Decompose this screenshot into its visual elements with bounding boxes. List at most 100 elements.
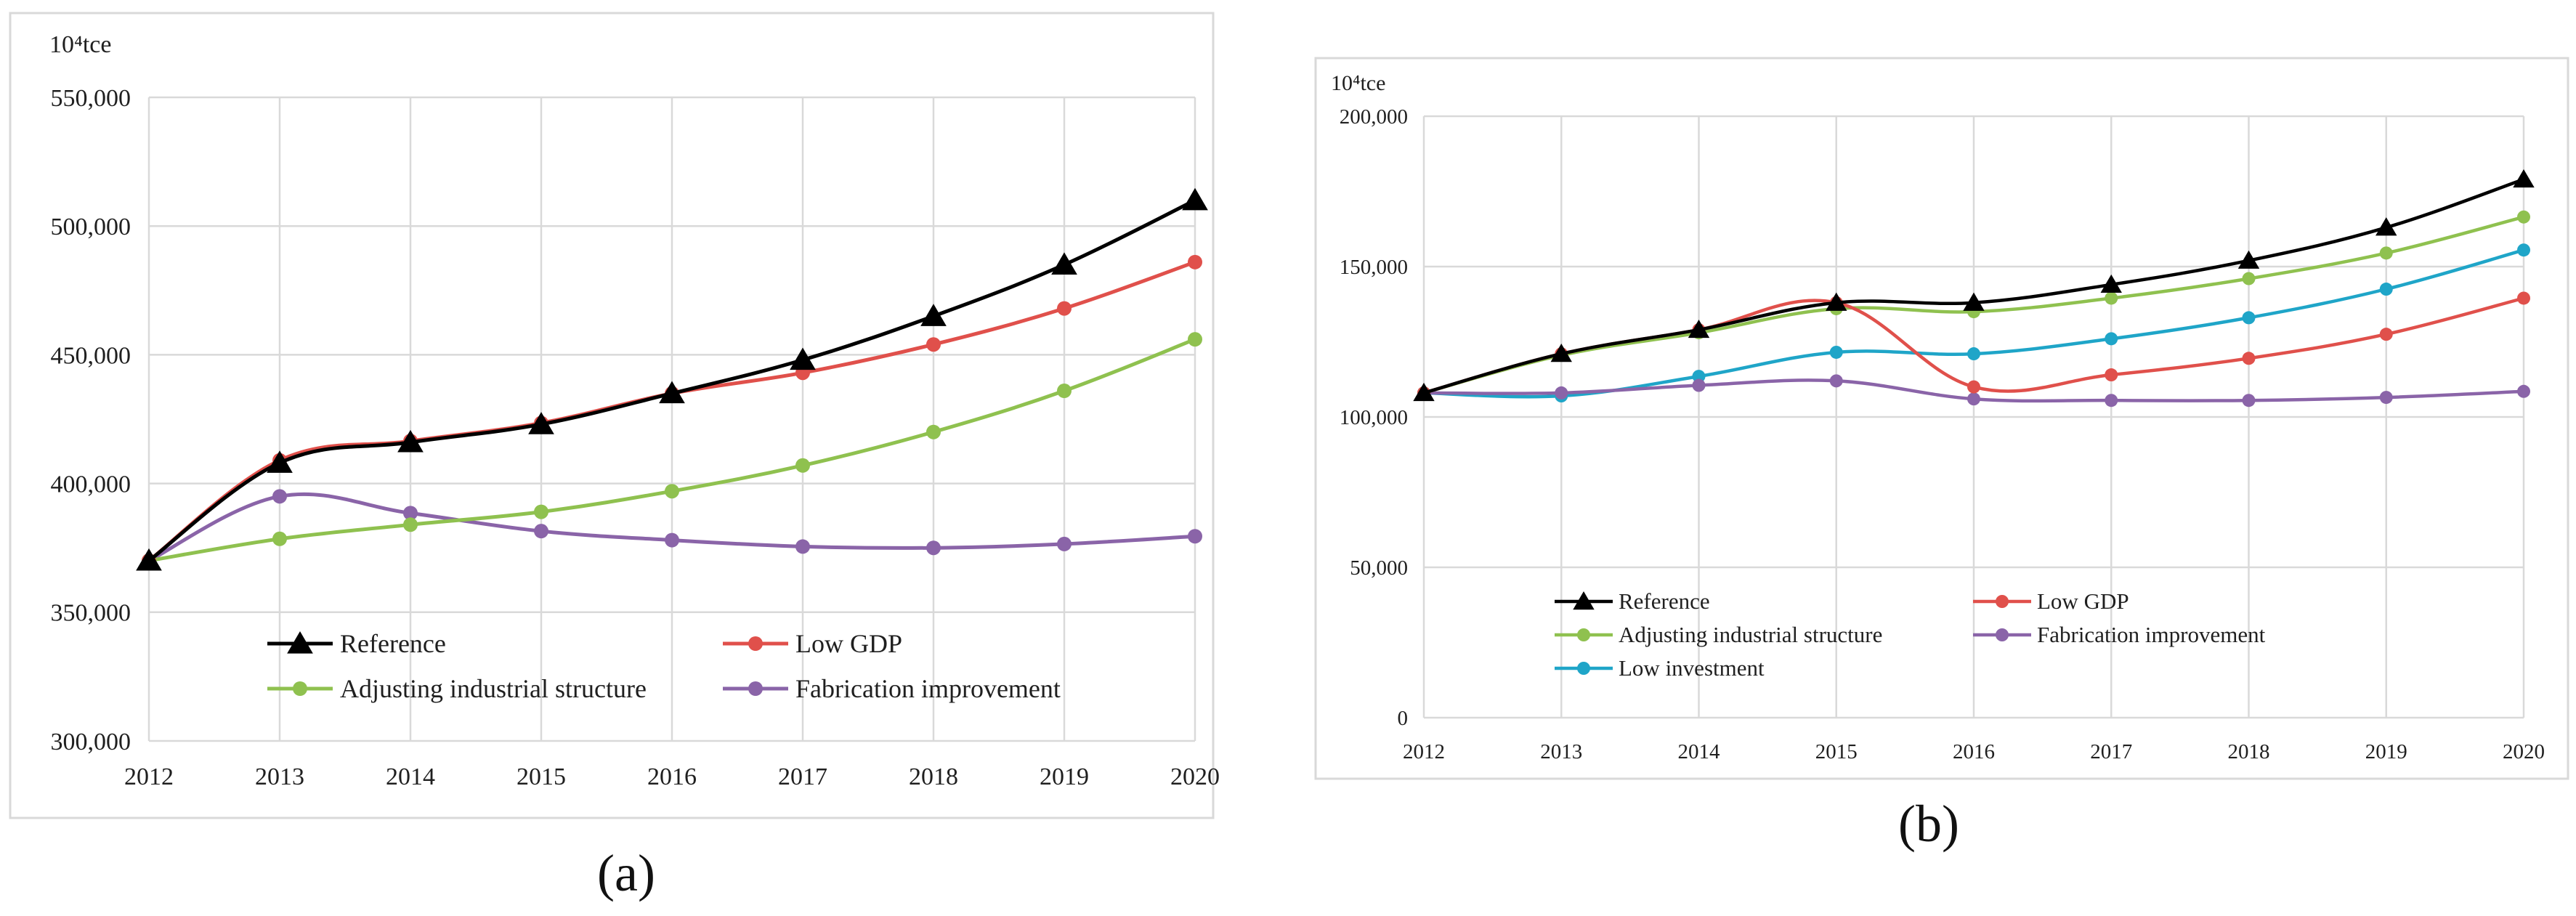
data-point [1963, 292, 1985, 311]
x-tick-label: 2017 [778, 763, 827, 790]
x-tick-label: 2017 [2090, 740, 2132, 763]
data-point [2379, 328, 2393, 341]
legend-item: Low GDP [1973, 588, 2129, 614]
data-point [1688, 319, 1710, 339]
x-tick-label: 2019 [2365, 740, 2407, 763]
y-tick-label: 100,000 [1340, 406, 1408, 429]
legend-label: Adjusting industrial structure [1619, 622, 1882, 647]
data-point [1967, 347, 1980, 361]
legend-label: Low investment [1619, 655, 1765, 681]
data-point [534, 504, 548, 519]
legend: Reference Low GDP Adjusting industrial str… [1555, 588, 2266, 681]
data-point [1967, 380, 1980, 394]
y-tick-label: 50,000 [1350, 556, 1408, 580]
data-point [528, 412, 554, 434]
chart-frame [1314, 57, 2569, 780]
chart-frame [9, 12, 1215, 819]
data-point [2517, 384, 2530, 398]
data-point [1057, 384, 1072, 399]
legend-label: Reference [340, 629, 446, 658]
x-tick-label: 2013 [1540, 740, 1582, 763]
data-point [2517, 291, 2530, 305]
y-tick-label: 400,000 [51, 471, 131, 498]
legend-swatch-marker [748, 681, 763, 696]
data-point [2375, 217, 2397, 236]
y-tick-label: 300,000 [51, 729, 131, 755]
data-point [2237, 250, 2260, 269]
data-point [2513, 169, 2535, 188]
data-point [2517, 243, 2530, 257]
data-point [2379, 246, 2393, 260]
x-tick-label: 2014 [386, 763, 435, 790]
x-tick-label: 2016 [647, 763, 697, 790]
data-point [2379, 391, 2393, 405]
data-point [1057, 301, 1072, 316]
x-tick-label: 2015 [517, 763, 566, 790]
legend-swatch-marker [1573, 591, 1595, 610]
legend-swatch-marker [287, 631, 313, 654]
data-point [1550, 344, 1572, 362]
x-tick-label: 2020 [1170, 763, 1220, 790]
data-point [665, 484, 679, 499]
x-tick-label: 2013 [255, 763, 304, 790]
legend-swatch-marker [1577, 628, 1590, 641]
data-point [1051, 252, 1077, 275]
data-point [2379, 283, 2393, 296]
data-point [926, 540, 941, 556]
y-tick-label: 450,000 [51, 342, 131, 369]
legend-item: Low GDP [723, 629, 902, 658]
legend-item: Reference [1555, 588, 1710, 614]
data-point [403, 517, 418, 532]
data-point [1829, 345, 1843, 359]
legend-item: Reference [267, 629, 446, 658]
data-point [659, 381, 685, 404]
axis-ticks: 0 50,000 100,000 150,000 200,000 2012 2013 2014… [1340, 105, 2545, 763]
chart-panel-a: 300,000 350,000 400,000 450,000 500,000 550,0… [9, 12, 1220, 902]
data-point [1692, 378, 1706, 392]
x-tick-label: 2015 [1815, 740, 1858, 763]
data-point [2105, 332, 2118, 346]
legend-item: Fabrication improvement [1973, 622, 2266, 647]
legend-item: Adjusting industrial structure [1555, 622, 1882, 647]
legend-swatch-marker [1996, 628, 2009, 641]
data-point [2105, 368, 2118, 382]
legend-item: Fabrication improvement [723, 674, 1061, 703]
data-point [790, 347, 816, 370]
legend-item: Adjusting industrial structure [267, 674, 647, 703]
data-point [1188, 332, 1202, 347]
data-point [665, 532, 679, 548]
data-point [1829, 374, 1843, 388]
legend-swatch-marker [293, 681, 307, 696]
y-tick-label: 200,000 [1340, 105, 1408, 129]
data-point [2105, 394, 2118, 408]
series-lines [136, 187, 1208, 571]
data-point [267, 450, 293, 473]
data-point [1057, 536, 1072, 551]
data-point [1692, 370, 1706, 384]
legend-label: Reference [1619, 588, 1710, 614]
y-tick-label: 500,000 [51, 214, 131, 240]
data-point [272, 489, 287, 504]
y-tick-label: 350,000 [51, 600, 131, 627]
legend-label: Adjusting industrial structure [340, 674, 647, 703]
x-tick-label: 2018 [909, 763, 958, 790]
data-point [926, 337, 941, 352]
legend-label: Low GDP [2037, 588, 2129, 614]
data-point [2242, 394, 2256, 408]
x-tick-label: 2020 [2503, 740, 2545, 763]
x-tick-label: 2018 [2228, 740, 2270, 763]
y-unit-label: 10⁴tce [1331, 71, 1385, 95]
panel-label: (a) [597, 844, 655, 902]
x-tick-label: 2019 [1040, 763, 1089, 790]
data-point [2105, 291, 2118, 305]
data-point [2100, 274, 2122, 293]
x-tick-label: 2012 [124, 763, 174, 790]
panel-label: (b) [1898, 795, 1959, 853]
x-tick-label: 2014 [1678, 740, 1721, 763]
legend: Reference Low GDP Adjusting industrial str… [267, 629, 1061, 703]
chart-panel-b: 0 50,000 100,000 150,000 200,000 2012 2013 2014… [1314, 57, 2569, 853]
series-reference [1413, 169, 2535, 402]
data-point [1413, 382, 1435, 402]
gridlines [1422, 115, 2525, 719]
